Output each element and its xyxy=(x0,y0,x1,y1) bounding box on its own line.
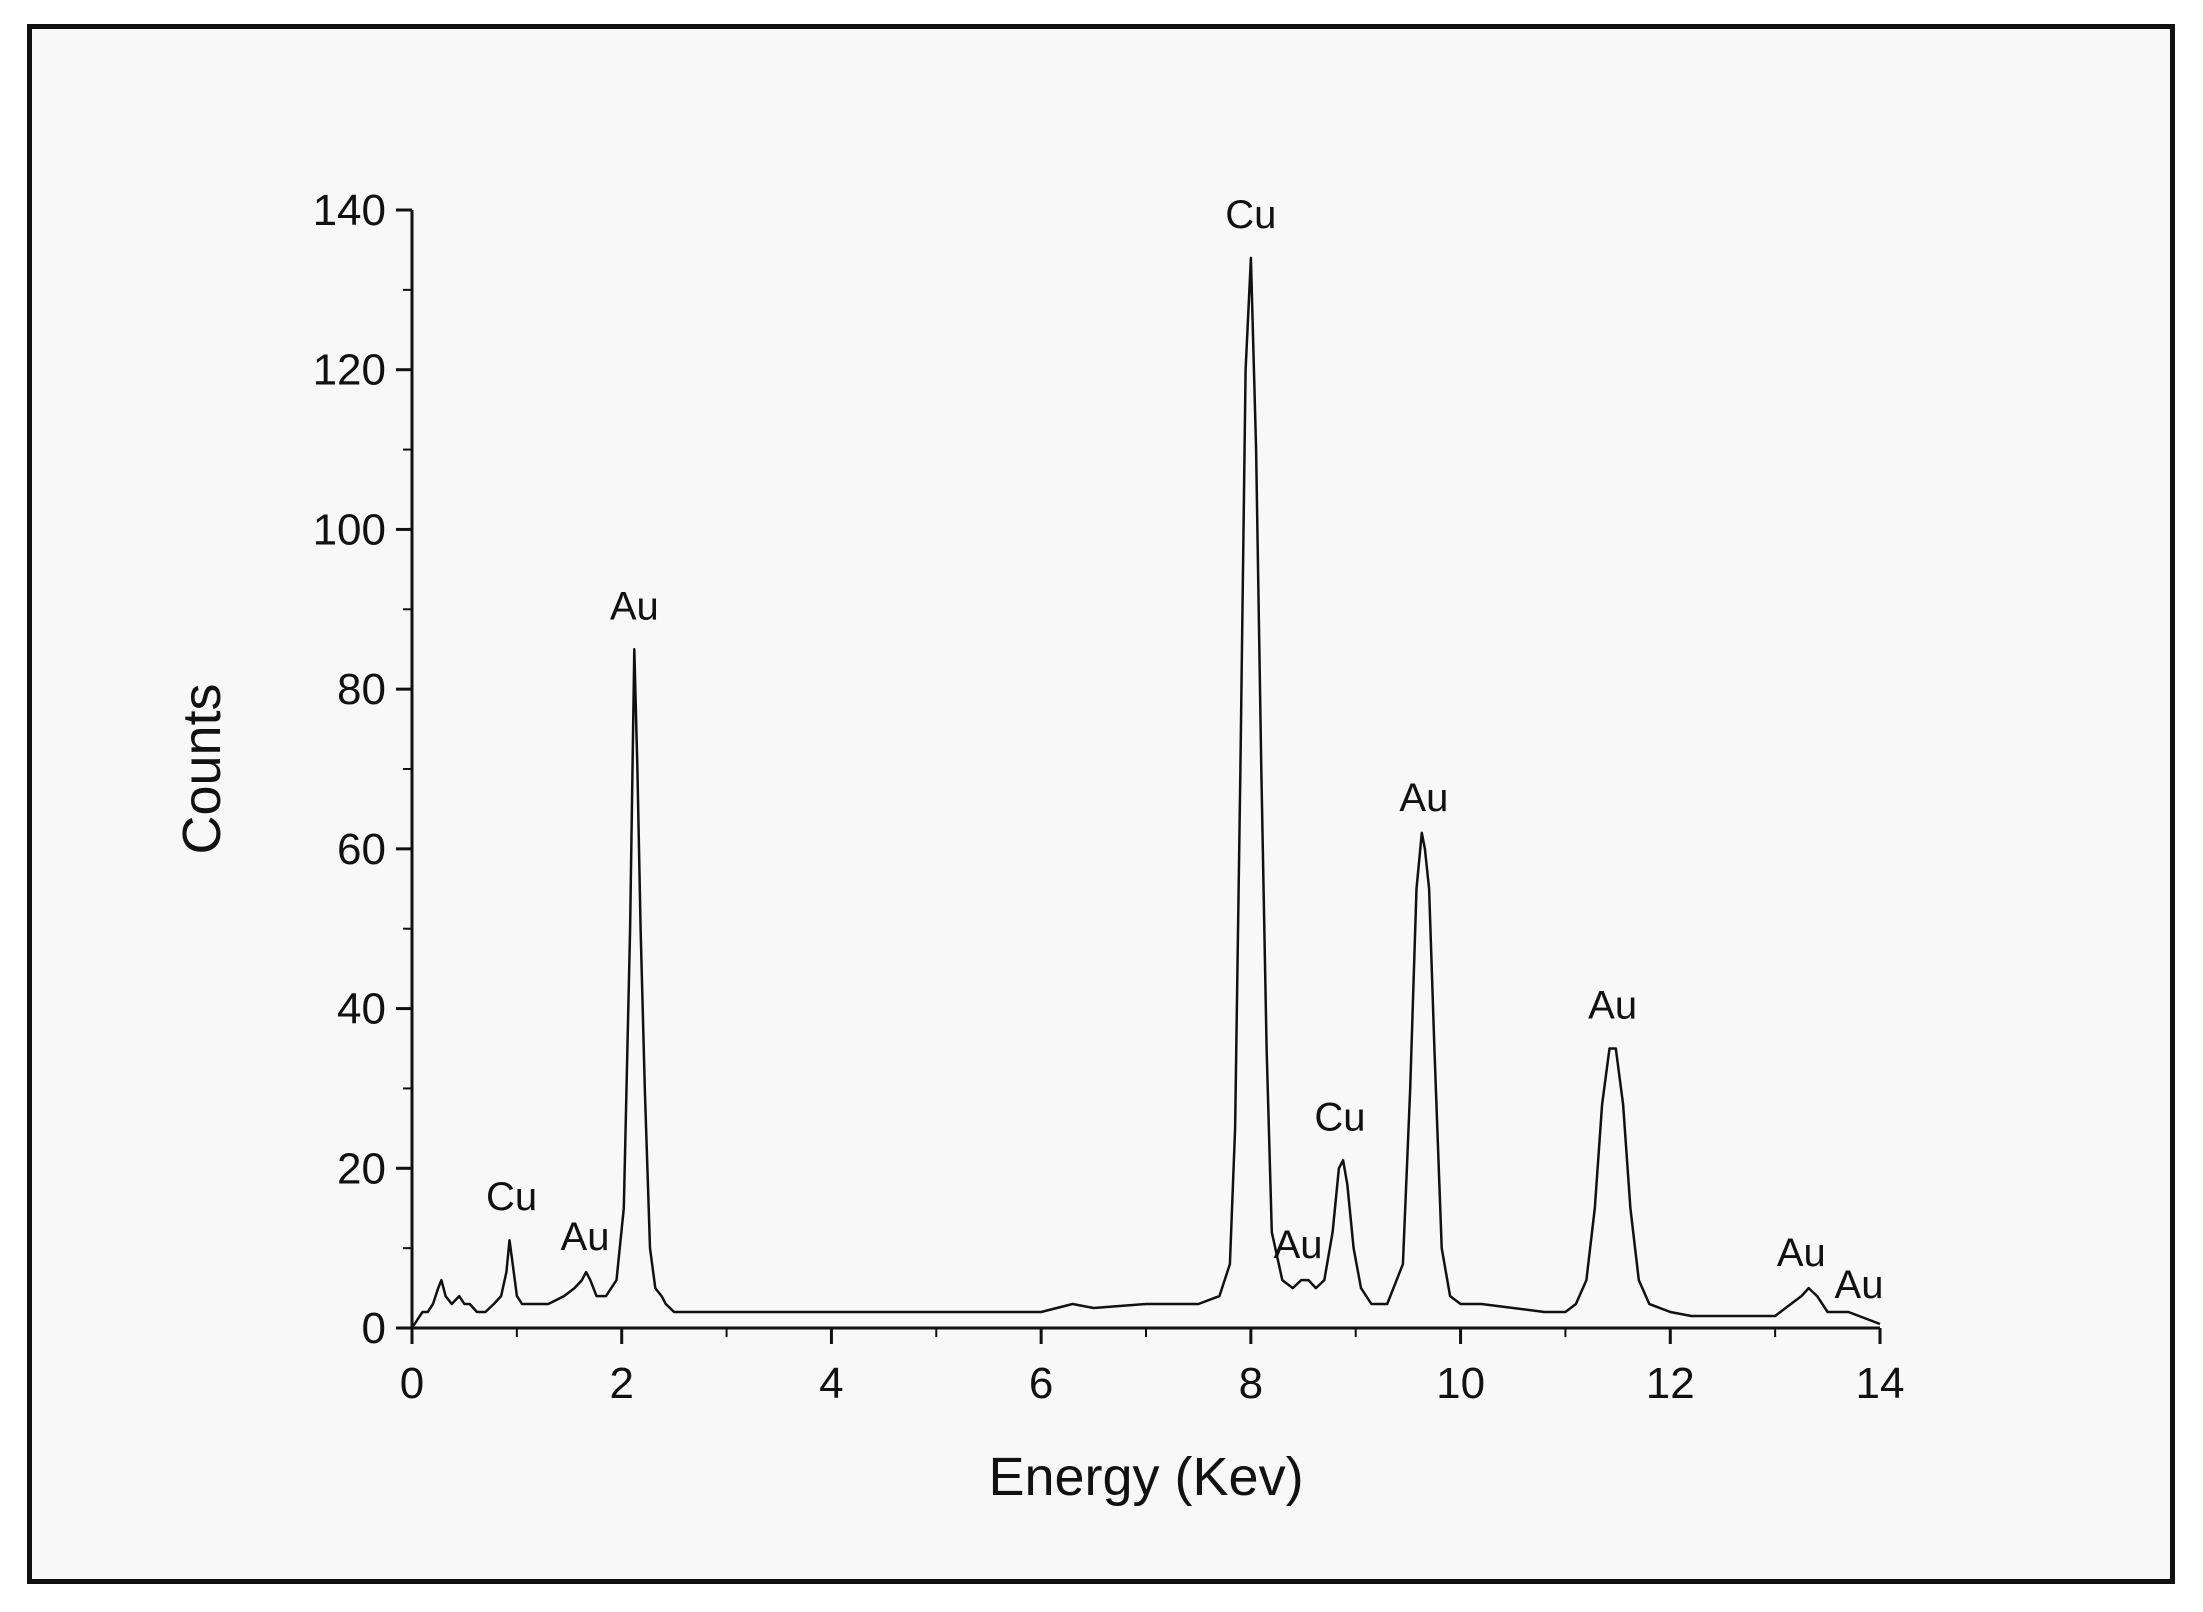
peak-label: Au xyxy=(1835,1263,1884,1307)
y-tick-label: 0 xyxy=(362,1304,386,1353)
peak-label: Cu xyxy=(1314,1095,1365,1139)
y-tick-label: 100 xyxy=(313,505,386,554)
y-tick-label: 40 xyxy=(337,985,386,1034)
y-tick-label: 60 xyxy=(337,825,386,874)
peak-label: Au xyxy=(1777,1231,1826,1275)
x-tick-label: 14 xyxy=(1856,1359,1905,1408)
figure-frame xyxy=(27,24,2175,1584)
y-tick-label: 20 xyxy=(337,1144,386,1193)
peak-label: Au xyxy=(1274,1223,1323,1267)
x-tick-label: 12 xyxy=(1646,1359,1695,1408)
y-tick-label: 80 xyxy=(337,665,386,714)
spectrum-line xyxy=(410,256,1881,1329)
peak-label: Cu xyxy=(486,1175,537,1219)
plot-area: 0 2 4 6 8 10 12 14020406080100120140CuAuAuCuAuC… xyxy=(313,186,1905,1408)
x-tick-label: 8 xyxy=(1239,1359,1263,1408)
x-tick-label: 2 xyxy=(609,1359,633,1408)
x-tick-label: 10 xyxy=(1436,1359,1485,1408)
peak-label: Cu xyxy=(1225,193,1276,237)
y-tick-label: 120 xyxy=(313,346,386,395)
x-tick-label: 6 xyxy=(1029,1359,1053,1408)
peak-label: Au xyxy=(561,1215,610,1259)
peak-label: Au xyxy=(610,584,659,628)
x-tick-label: 0 xyxy=(400,1359,424,1408)
x-tick-label: 4 xyxy=(819,1359,843,1408)
peak-label: Au xyxy=(1588,984,1637,1028)
x-axis-title: Energy (Kev) xyxy=(988,1447,1303,1507)
y-tick-label: 140 xyxy=(313,186,386,235)
y-axis-title: Counts xyxy=(172,683,232,854)
peak-label: Au xyxy=(1399,776,1448,820)
